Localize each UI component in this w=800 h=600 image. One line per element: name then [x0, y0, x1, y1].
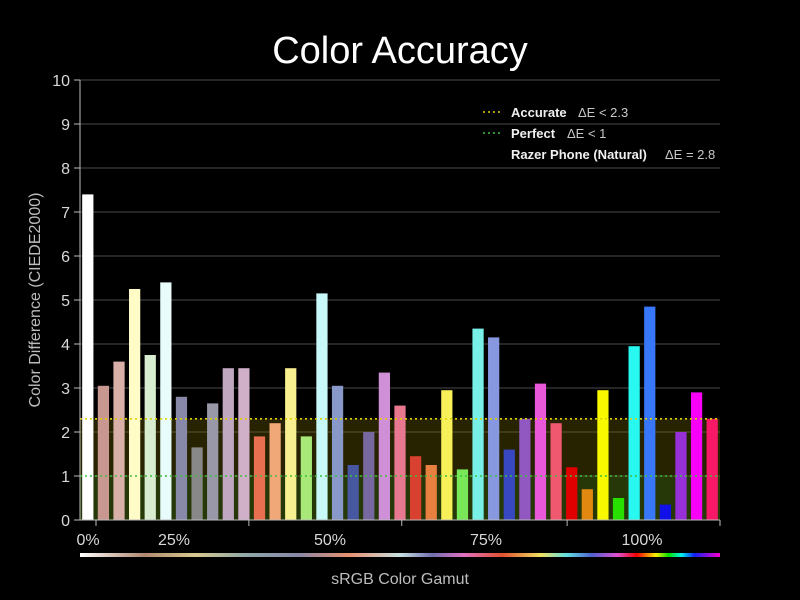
- bar: [659, 504, 671, 520]
- bar: [441, 390, 453, 520]
- bar: [690, 392, 703, 520]
- y-tick-label: 9: [61, 117, 70, 134]
- gamut-gradient-bar: [80, 553, 720, 557]
- y-tick-label: 1: [61, 469, 70, 486]
- bar: [160, 282, 172, 520]
- bar: [363, 432, 375, 520]
- bar: [129, 289, 141, 520]
- chart-title: Color Accuracy: [272, 30, 528, 72]
- y-tick-label: 3: [61, 381, 70, 398]
- legend-accurate-label: Accurate: [511, 105, 567, 120]
- x-tick-label: 75%: [470, 532, 502, 549]
- bar: [222, 368, 234, 520]
- y-tick-label: 6: [61, 249, 70, 266]
- bar: [597, 390, 609, 520]
- y-axis-title: Color Difference (CIEDE2000): [27, 193, 44, 408]
- bar: [82, 194, 94, 520]
- bar: [191, 447, 203, 520]
- bar: [644, 306, 656, 520]
- bar: [253, 436, 266, 520]
- legend-accurate-value: ΔE < 2.3: [578, 105, 628, 120]
- bar: [488, 337, 500, 520]
- bar: [706, 418, 718, 520]
- bar: [300, 436, 312, 520]
- bar: [425, 465, 437, 520]
- y-tick-label: 7: [61, 205, 70, 222]
- legend-perfect-value: ΔE < 1: [567, 126, 606, 141]
- bar: [550, 423, 562, 520]
- bar: [347, 465, 359, 520]
- x-tick-label: 25%: [158, 532, 190, 549]
- bar: [285, 368, 297, 520]
- x-tick-label: 50%: [314, 532, 346, 549]
- y-tick-label: 5: [61, 293, 70, 310]
- bar: [97, 385, 110, 520]
- bar: [566, 467, 578, 520]
- bar: [378, 372, 391, 520]
- bar: [472, 328, 484, 520]
- bar: [331, 385, 344, 520]
- y-tick-label: 4: [61, 337, 70, 354]
- bar: [207, 403, 219, 520]
- bar: [628, 346, 640, 520]
- bar: [175, 396, 188, 520]
- y-tick-label: 10: [52, 73, 70, 90]
- bar: [316, 293, 328, 520]
- y-tick-label: 8: [61, 161, 70, 178]
- bar: [238, 368, 250, 520]
- bar: [534, 383, 547, 520]
- legend-phone-label: Razer Phone (Natural): [511, 147, 647, 162]
- y-tick-label: 0: [61, 513, 70, 530]
- x-tick-label: 100%: [622, 532, 663, 549]
- x-tick-label: 0%: [76, 532, 99, 549]
- legend-phone-value: ΔE = 2.8: [665, 147, 715, 162]
- bar: [612, 498, 625, 520]
- y-tick-label: 2: [61, 425, 70, 442]
- bar: [269, 423, 281, 520]
- x-axis-title: sRGB Color Gamut: [331, 571, 469, 588]
- bar: [456, 469, 469, 520]
- bar: [144, 355, 156, 520]
- bar: [503, 449, 515, 520]
- legend-perfect-label: Perfect: [511, 126, 556, 141]
- bar: [581, 489, 593, 520]
- bar: [519, 418, 531, 520]
- bar: [113, 361, 125, 520]
- bar: [394, 405, 406, 520]
- bar: [409, 456, 422, 520]
